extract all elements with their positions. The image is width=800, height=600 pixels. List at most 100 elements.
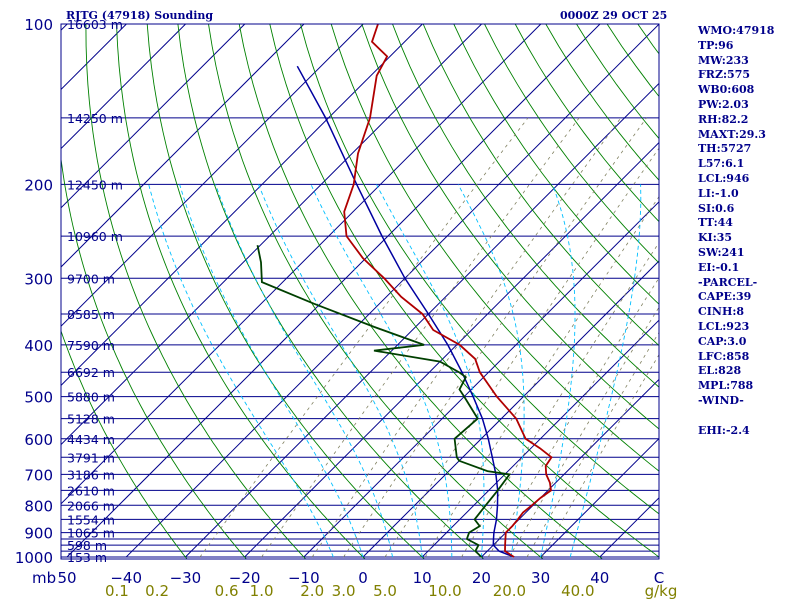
index-item: CAPE:39 [698, 290, 752, 304]
dry-adiabat [330, 24, 659, 472]
dewpoint-trace [256, 245, 512, 558]
dry-adiabat [116, 24, 366, 559]
mixing-ratio-line [424, 195, 659, 558]
mixing-ratio-line [261, 117, 580, 558]
isotherm-line [362, 260, 659, 558]
pressure-label: 1000 [15, 549, 53, 567]
dry-adiabat [85, 24, 307, 559]
moist-adiabat [569, 184, 642, 558]
isotherm-line [244, 141, 659, 558]
mixing-ratio-line [384, 147, 659, 558]
temperature-tick-label: C [654, 569, 664, 587]
index-item: MPL:788 [698, 379, 754, 393]
pressure-label: 500 [24, 389, 53, 407]
height-label: 8585 m [67, 307, 115, 322]
pressure-label: 300 [24, 270, 53, 288]
station-title: RJTG (47918) Sounding [66, 9, 214, 22]
mixing-ratio-line [461, 241, 659, 558]
mixing-ratio-labels: 0.1 0.2 0.6 1.0 2.0 3.0 5.0 10.0 20.0 40.0 g/kg [105, 582, 677, 600]
mixing-ratio-line [343, 117, 647, 558]
isotherm-line [61, 24, 542, 505]
height-label: 1554 m [67, 512, 115, 527]
temperature-tick-label: 10 [413, 569, 432, 587]
index-item: LCL:923 [698, 319, 750, 333]
mixing-ratio-label: 2.0 [300, 582, 324, 600]
index-item: -PARCEL- [698, 275, 758, 289]
height-label: 1065 m [67, 526, 115, 541]
grid-layer [61, 24, 659, 559]
mixing-ratio-line [199, 117, 529, 558]
temperature-tick-label: 30 [531, 569, 550, 587]
height-label: 3791 m [67, 450, 115, 465]
pressure-label: 700 [24, 466, 53, 484]
index-item: LFC:858 [698, 349, 750, 363]
height-label: 4434 m [67, 432, 115, 447]
temperature-labels: mb 50 −40 −30 −20 −10 0 10 20 30 40 C [32, 569, 664, 587]
dry-adiabat [484, 24, 659, 264]
temperature-tick-label: 50 [57, 569, 76, 587]
pressure-label: 600 [24, 431, 53, 449]
dry-adiabat [208, 24, 544, 559]
isotherm-line [61, 24, 186, 150]
index-item: EL:828 [698, 364, 742, 378]
index-item: TP:96 [698, 38, 734, 52]
index-item: TT:44 [698, 216, 733, 230]
index-item: FRZ:575 [698, 68, 751, 82]
height-label: 3186 m [67, 467, 115, 482]
isotherm-line [125, 24, 659, 558]
pressure-labels: 100 200 300 400 500 600 700 800 900 1000 [15, 16, 53, 567]
isotherm-line [66, 24, 601, 558]
index-item: MW:233 [698, 53, 749, 67]
isotherm-line [61, 24, 305, 268]
isotherm-line [481, 378, 659, 558]
temperature-tick-label: 0 [358, 569, 368, 587]
dry-adiabat [392, 24, 659, 388]
pressure-label: 800 [24, 497, 53, 515]
dry-adiabat [453, 24, 659, 305]
index-item: MAXT:29.3 [698, 127, 766, 141]
pressure-label: 400 [24, 337, 53, 355]
moist-adiabat [179, 184, 364, 558]
dry-adiabat [238, 24, 604, 559]
dry-adiabat [177, 24, 485, 559]
parcel-trace [296, 65, 515, 558]
sounding-indices-list: WMO:47918 TP:96 MW:233 FRZ:575 WB0:608 PW:2.0… [698, 24, 774, 438]
isotherm-line [61, 24, 364, 327]
index-item: SW:241 [698, 245, 745, 259]
mixing-ratio-label: 40.0 [561, 582, 594, 600]
index-item: SI:0.6 [698, 201, 735, 215]
temperature-tick-label: 20 [472, 569, 491, 587]
index-item: CINH:8 [698, 305, 745, 319]
dry-adiabat [422, 24, 659, 347]
index-item: EHI:-2.4 [698, 423, 750, 437]
index-spacer [698, 409, 774, 424]
moist-adiabat [540, 184, 576, 558]
index-item: LI:-1.0 [698, 186, 739, 200]
pressure-label: 900 [24, 525, 53, 543]
height-label: 598 m [67, 538, 107, 553]
height-label: 5128 m [67, 412, 115, 427]
isotherm-line [540, 437, 659, 558]
plot-frame [60, 23, 660, 560]
index-item: WMO:47918 [698, 24, 775, 37]
height-label: 6692 m [67, 365, 115, 380]
trace-layer [256, 24, 553, 558]
dry-adiabat [61, 155, 247, 559]
index-item: PW:2.03 [698, 97, 749, 111]
height-label: 2066 m [67, 498, 115, 513]
mixing-ratio-label: 0.1 [105, 582, 129, 600]
height-label: 14250 m [67, 111, 123, 126]
height-label: 153 m [67, 550, 107, 565]
mixing-ratio-label: 0.2 [145, 582, 169, 600]
isotherm-line [421, 319, 659, 558]
height-label: 5880 m [67, 390, 115, 405]
moist-adiabat [215, 184, 394, 558]
isotherm-line [61, 24, 423, 387]
index-item: WB0:608 [698, 83, 755, 97]
dry-adiabat [146, 24, 426, 559]
mixing-ratio-label: 20.0 [493, 582, 526, 600]
dry-adiabat [300, 24, 659, 515]
mixing-ratio-label: 1.0 [250, 582, 274, 600]
temperature-trace [343, 24, 553, 558]
